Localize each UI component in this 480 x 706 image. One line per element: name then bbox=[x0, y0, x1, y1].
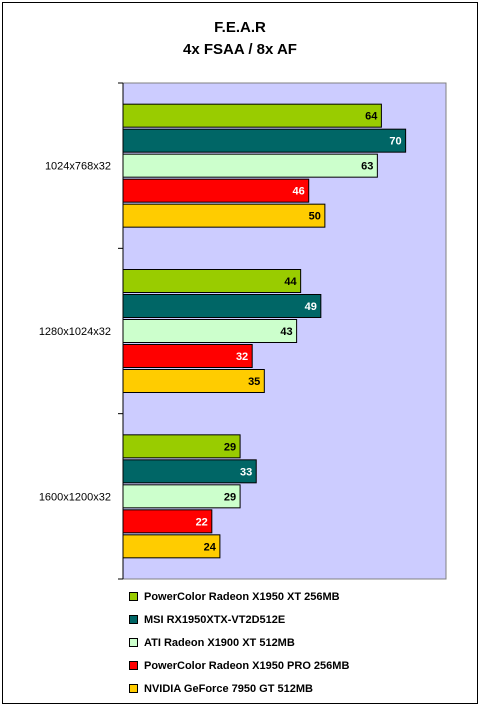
legend-item: PowerColor Radeon X1950 PRO 256MB bbox=[129, 654, 349, 677]
legend-swatch bbox=[129, 592, 138, 601]
data-label: 70 bbox=[389, 136, 401, 148]
data-label: 46 bbox=[292, 186, 304, 198]
legend-swatch bbox=[129, 661, 138, 670]
data-label: 63 bbox=[361, 161, 373, 173]
category-label: 1600x1200x32 bbox=[39, 491, 111, 503]
legend-item: NVIDIA GeForce 7950 GT 512MB bbox=[129, 677, 349, 700]
legend-label: PowerColor Radeon X1950 XT 256MB bbox=[144, 590, 340, 603]
category-label: 1024x768x32 bbox=[45, 161, 111, 173]
legend-swatch bbox=[129, 615, 138, 624]
chart-legend: PowerColor Radeon X1950 XT 256MB MSI RX19… bbox=[129, 585, 349, 700]
data-label: 44 bbox=[284, 276, 297, 288]
legend-label: MSI RX1950XTX-VT2D512E bbox=[144, 613, 286, 626]
data-label: 29 bbox=[224, 441, 236, 453]
bar bbox=[122, 509, 213, 534]
data-label: 32 bbox=[236, 351, 248, 363]
data-label: 22 bbox=[196, 516, 208, 528]
bar bbox=[122, 128, 407, 153]
legend-item: PowerColor Radeon X1950 XT 256MB bbox=[129, 585, 349, 608]
chart-subtitle: 4x FSAA / 8x AF bbox=[183, 41, 297, 58]
bar bbox=[122, 534, 221, 559]
legend-label: ATI Radeon X1900 XT 512MB bbox=[144, 636, 295, 649]
data-label: 35 bbox=[248, 376, 260, 388]
bar bbox=[122, 369, 265, 393]
bar bbox=[122, 103, 382, 128]
legend-swatch bbox=[129, 684, 138, 693]
bar bbox=[122, 484, 241, 509]
bar bbox=[122, 344, 253, 368]
chart-title: F.E.A.R bbox=[214, 19, 266, 36]
data-label: 24 bbox=[204, 541, 217, 553]
category-label: 1280x1024x32 bbox=[39, 326, 111, 338]
data-label: 43 bbox=[280, 326, 292, 338]
bar bbox=[122, 319, 298, 343]
bar bbox=[122, 459, 257, 484]
legend-item: MSI RX1950XTX-VT2D512E bbox=[129, 608, 349, 631]
bar bbox=[122, 178, 310, 203]
data-label: 49 bbox=[305, 301, 317, 313]
bar bbox=[122, 203, 326, 228]
legend-item: ATI Radeon X1900 XT 512MB bbox=[129, 631, 349, 654]
bar bbox=[122, 269, 302, 293]
legend-swatch bbox=[129, 638, 138, 647]
legend-label: PowerColor Radeon X1950 PRO 256MB bbox=[144, 659, 350, 672]
bar bbox=[122, 153, 378, 178]
bar bbox=[122, 294, 322, 318]
data-label: 29 bbox=[224, 491, 236, 503]
data-label: 33 bbox=[240, 466, 252, 478]
data-label: 50 bbox=[309, 211, 321, 223]
data-label: 64 bbox=[365, 111, 378, 123]
legend-label: NVIDIA GeForce 7950 GT 512MB bbox=[144, 682, 313, 695]
bar bbox=[122, 434, 241, 459]
